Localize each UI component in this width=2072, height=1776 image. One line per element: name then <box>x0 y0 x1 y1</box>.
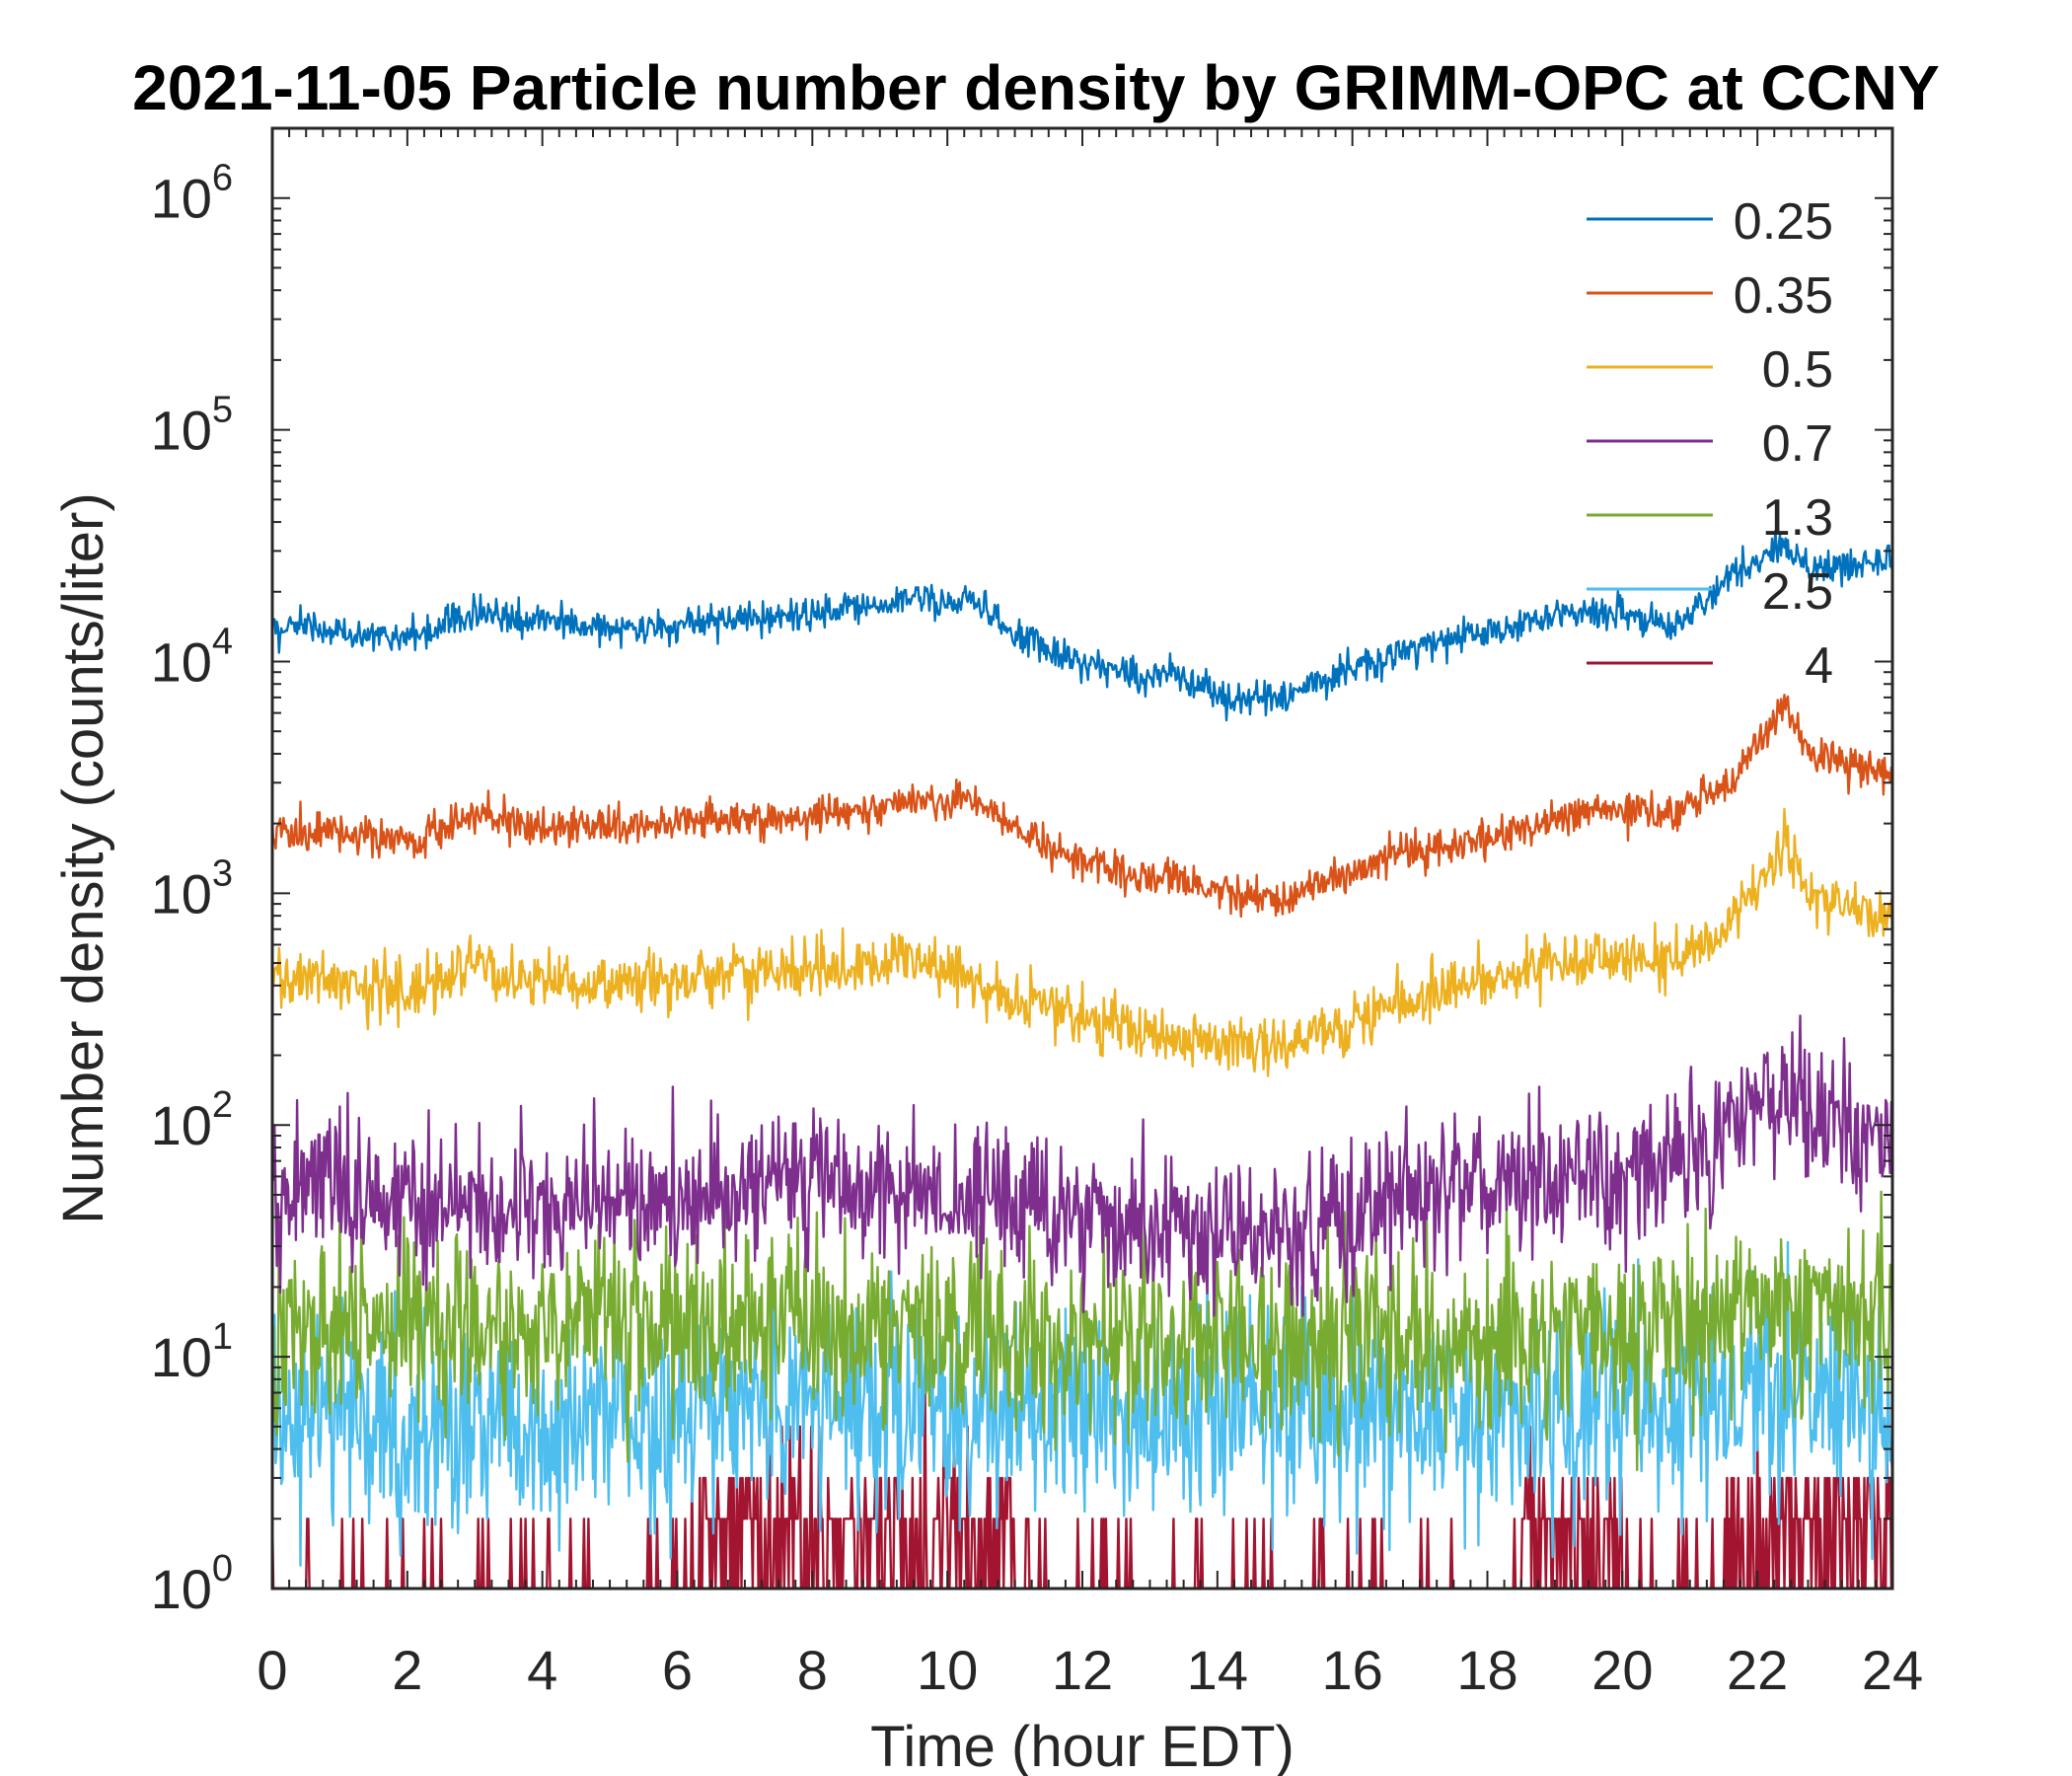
series-line-0-35 <box>270 694 1893 919</box>
x-tick-label: 14 <box>1187 1639 1248 1701</box>
x-tick-label: 24 <box>1862 1639 1923 1701</box>
x-tick-labels: 0 2 4 6 8 10 12 14 16 18 20 22 24 <box>257 1639 1923 1701</box>
legend-label: 0.25 <box>1734 193 1833 251</box>
y-tick-label: 104 <box>151 621 233 693</box>
series-line-0-25 <box>271 529 1894 722</box>
x-tick-label: 18 <box>1456 1639 1517 1701</box>
legend-label: 0.35 <box>1734 267 1833 325</box>
x-tick-label: 6 <box>662 1639 693 1701</box>
series-layer <box>270 529 1894 1591</box>
y-tick-label: 100 <box>151 1548 233 1620</box>
tick-layer <box>271 127 1893 1590</box>
y-tick-label: 102 <box>151 1084 233 1156</box>
y-tick-label: 105 <box>151 390 233 462</box>
x-axis-label: Time (hour EDT) <box>870 1715 1295 1776</box>
x-tick-label: 0 <box>257 1639 287 1701</box>
series-line-0-5 <box>271 807 1894 1077</box>
legend-label: 0.7 <box>1762 415 1833 473</box>
legend-label: 2.5 <box>1762 563 1833 621</box>
y-axis-label: Number density (counts/liter) <box>51 492 115 1223</box>
x-tick-label: 2 <box>392 1639 422 1701</box>
legend-label: 4 <box>1805 637 1833 695</box>
legend-label: 1.3 <box>1762 489 1833 547</box>
y-tick-labels: 100 101 102 103 104 105 106 <box>151 158 233 1620</box>
chart-title: 2021-11-05 Particle number density by GR… <box>132 52 1940 123</box>
legend-label: 0.5 <box>1762 341 1833 399</box>
x-tick-label: 22 <box>1727 1639 1788 1701</box>
legend: 0.25 0.35 0.5 0.7 1.3 2.5 4 <box>1587 193 1833 695</box>
x-tick-label: 10 <box>917 1639 978 1701</box>
y-tick-label: 101 <box>151 1316 233 1388</box>
x-tick-label: 12 <box>1052 1639 1113 1701</box>
y-tick-label: 103 <box>151 852 233 925</box>
y-tick-label: 106 <box>151 158 233 230</box>
series-line-0-7 <box>270 1014 1894 1317</box>
x-tick-label: 16 <box>1322 1639 1383 1701</box>
x-tick-label: 4 <box>527 1639 557 1701</box>
x-tick-label: 20 <box>1591 1639 1653 1701</box>
x-tick-label: 8 <box>797 1639 828 1701</box>
